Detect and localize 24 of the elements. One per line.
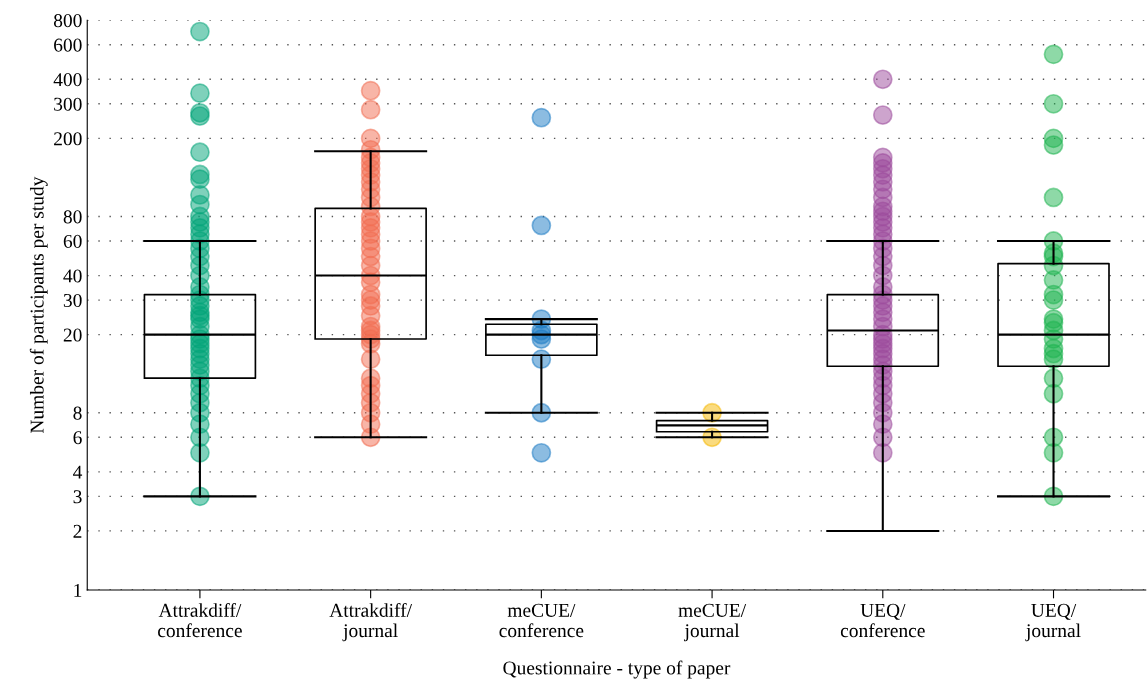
x-tick-label: Attrakdiff/ journal [329, 603, 413, 642]
x-tick-label: meCUE/ conference [499, 603, 584, 638]
y-tick-label: 1 [74, 583, 82, 597]
y-tick-label: 6 [73, 431, 82, 445]
y-axis-title: Number of participants per study [29, 176, 48, 434]
y-tick-label: 40 [63, 269, 82, 283]
y-tick-label: 8 [73, 406, 82, 420]
y-tick-label: 600 [54, 38, 82, 52]
y-tick-label: 2 [73, 524, 82, 538]
y-tick-label: 800 [53, 14, 82, 28]
y-tick-label: 4 [73, 465, 83, 479]
x-tick-label: meCUE/ journal [678, 603, 747, 642]
y-tick-label: 20 [63, 328, 82, 342]
y-tick-label: 80 [63, 210, 82, 224]
y-tick-label: 30 [63, 293, 82, 308]
y-tick-label: 3 [73, 490, 82, 504]
y-tick-label: 400 [53, 73, 82, 87]
y-tick-label: 60 [63, 234, 82, 248]
x-tick-label: UEQ/ journal [1025, 603, 1081, 642]
y-tick-label: 200 [54, 132, 82, 146]
x-axis-title: Questionnaire - type of paper [503, 660, 731, 679]
x-tick-label: UEQ/ conference [840, 603, 925, 638]
y-tick-label: 300 [54, 97, 82, 111]
x-tick-label: Attrakdiff/ conference [158, 603, 242, 638]
